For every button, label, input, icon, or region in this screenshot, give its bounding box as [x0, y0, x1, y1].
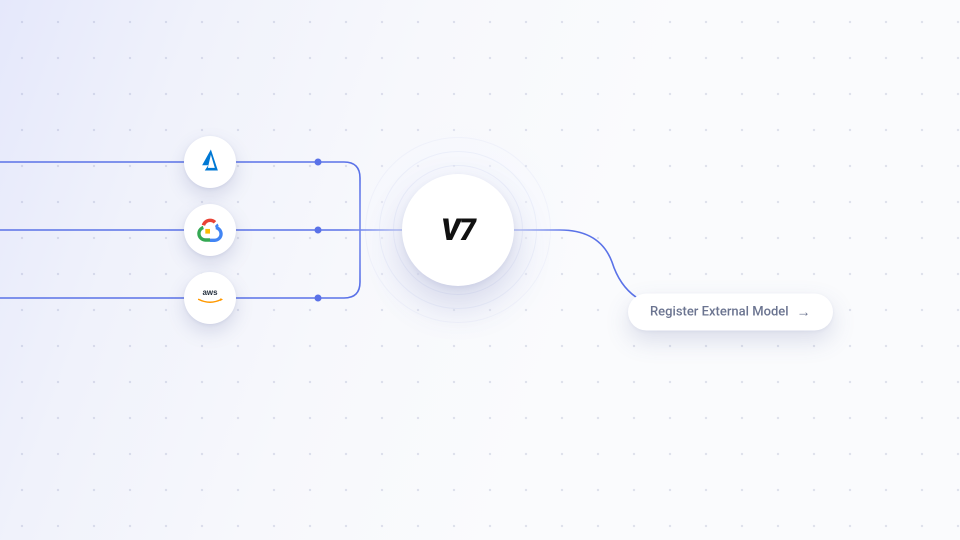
gcp-icon — [195, 213, 225, 247]
provider-node-aws: aws — [184, 272, 236, 324]
arrow-right-icon: → — [797, 305, 811, 319]
v7-logo-icon: V7 — [441, 213, 475, 248]
provider-node-gcp — [184, 204, 236, 256]
svg-text:aws: aws — [203, 288, 219, 297]
register-external-model-button[interactable]: Register External Model → — [628, 294, 833, 331]
center-node-v7: V7 — [402, 174, 514, 286]
cta-label: Register External Model — [650, 305, 789, 320]
provider-node-azure — [184, 136, 236, 188]
aws-icon: aws — [193, 284, 227, 312]
azure-icon — [196, 146, 224, 178]
diagram-canvas: aws V7 Register External Model → — [0, 0, 960, 540]
